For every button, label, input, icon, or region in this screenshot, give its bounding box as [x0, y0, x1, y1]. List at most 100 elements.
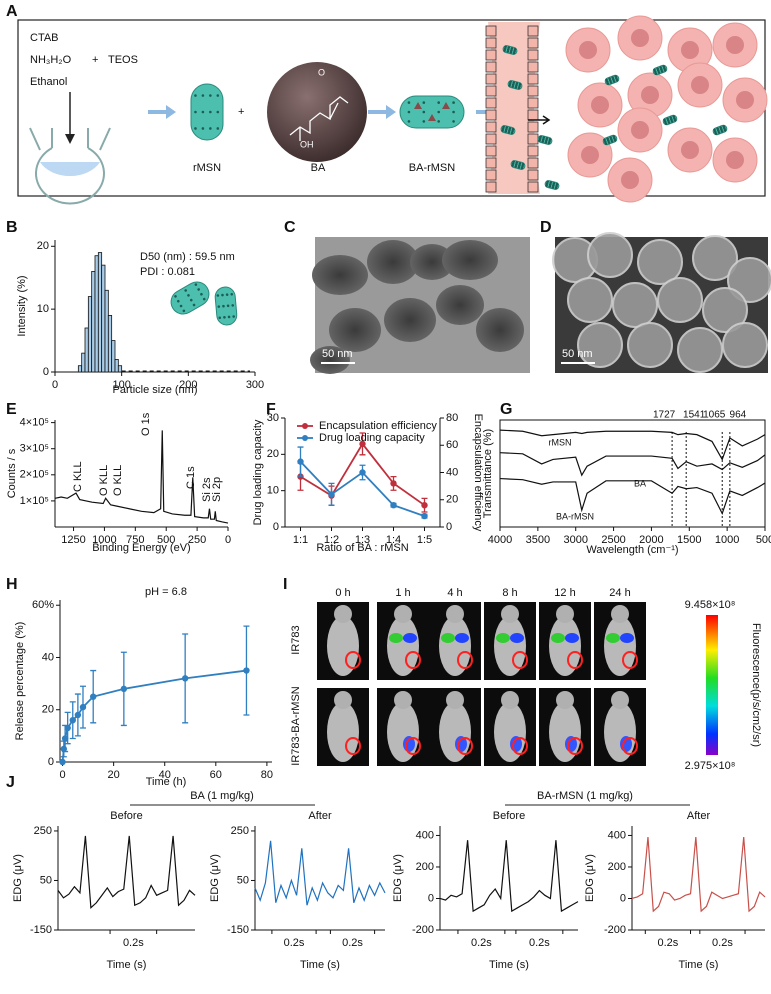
nucleus: [691, 76, 709, 94]
pore: [231, 304, 235, 307]
endothelial-cell: [527, 169, 539, 181]
marker: [359, 469, 366, 476]
signal: [403, 633, 417, 643]
pore: [551, 186, 555, 189]
tumor-roi: [512, 737, 528, 755]
pore: [604, 142, 608, 145]
nucleus: [726, 36, 744, 54]
x-tick-label: 1000: [92, 534, 116, 546]
y-tick-label: 3×10⁵: [20, 443, 49, 455]
endothelial-cell: [527, 157, 539, 169]
pore: [232, 315, 235, 318]
pore: [225, 293, 229, 296]
mouse-head: [446, 691, 464, 709]
group-header: BA (1 mg/kg): [190, 790, 254, 802]
capsule-body: [214, 286, 238, 326]
pore: [209, 127, 212, 130]
circulating-particle: [507, 80, 523, 90]
pore: [714, 132, 718, 135]
y-tick-label: -150: [227, 924, 249, 936]
x-axis-title: Time (s): [679, 959, 719, 971]
bar: [87, 296, 93, 373]
endothelial-cell: [527, 73, 539, 85]
y-tick-label: 10: [267, 485, 279, 497]
ba-rmsn-particle: [399, 95, 465, 129]
signal: [565, 633, 579, 643]
pore: [182, 309, 186, 313]
pore: [673, 119, 677, 122]
tem-particle: [329, 308, 381, 352]
nucleus: [681, 41, 699, 59]
pore: [515, 82, 519, 85]
time-label: 0 h: [335, 587, 350, 599]
panel-label: J: [6, 774, 15, 791]
row-label: IR783: [290, 625, 302, 654]
tumor-roi: [405, 651, 421, 669]
x-tick-label: 0.2s: [342, 937, 363, 949]
time-label: 12 h: [554, 587, 575, 599]
pore: [548, 185, 552, 188]
pore: [511, 129, 514, 133]
y2-tick-label: 0: [446, 521, 452, 533]
series-label: BA-rMSN: [556, 511, 594, 521]
endothelial-cell: [527, 85, 539, 97]
pore: [609, 81, 613, 84]
pore: [518, 82, 522, 86]
pore: [511, 164, 514, 167]
endothelial-cell: [485, 97, 497, 109]
mouse-head: [501, 605, 519, 623]
pore: [555, 184, 558, 188]
x-tick-label: 0.2s: [471, 937, 492, 949]
series-line: [499, 477, 766, 516]
nucleus: [736, 91, 754, 109]
pore: [201, 127, 205, 130]
x-tick-label: 1:1: [293, 534, 308, 546]
bar: [101, 264, 106, 373]
y-tick-label: 0: [620, 892, 626, 904]
endothelial-cell: [527, 61, 539, 73]
endothelial-cell: [527, 181, 539, 193]
colorbar-max: 9.458×10⁸: [685, 599, 736, 611]
reagent: CTAB: [30, 32, 59, 44]
tem-particle: [442, 240, 498, 280]
endothelial-cell: [485, 85, 497, 97]
tumor-roi: [457, 737, 473, 755]
scale-label: 50 nm: [322, 348, 353, 360]
y2-axis-title: Encapsulation efficiency: [472, 414, 484, 532]
x-tick-label: 0: [52, 379, 58, 391]
ba-molecule: [289, 96, 349, 141]
pore: [452, 101, 455, 104]
nucleus: [641, 86, 659, 104]
pore: [723, 129, 727, 132]
x-tick-label: 250: [188, 534, 206, 546]
y-tick-label: 40: [42, 651, 54, 663]
sem-particle: [677, 327, 723, 373]
tumor-particle: [602, 134, 618, 146]
x-tick-label: 2500: [601, 534, 625, 546]
colorbar: [706, 615, 718, 755]
pore: [508, 82, 512, 85]
endothelial-cell: [527, 121, 539, 133]
marker: [243, 667, 250, 674]
endothelial-cell: [485, 181, 497, 193]
tumor-roi: [622, 737, 638, 755]
pore: [517, 86, 521, 90]
endothelial-cell: [485, 61, 497, 73]
mouse: [439, 616, 471, 676]
marker: [69, 716, 76, 724]
x-tick-label: 1:5: [417, 534, 432, 546]
panel-label: E: [6, 401, 17, 418]
drug: [428, 114, 436, 121]
circulating-particle: [510, 160, 526, 170]
pore: [545, 137, 549, 140]
pore: [506, 48, 510, 51]
pore: [216, 110, 220, 114]
scale-label: 50 nm: [562, 348, 593, 360]
endothelial-cell: [527, 109, 539, 121]
pore: [508, 129, 511, 132]
x-tick-label: 500: [756, 534, 771, 546]
pore: [546, 180, 549, 184]
mouse-head: [334, 605, 352, 623]
y-tick-label: 0: [273, 521, 279, 533]
pore: [216, 294, 220, 297]
